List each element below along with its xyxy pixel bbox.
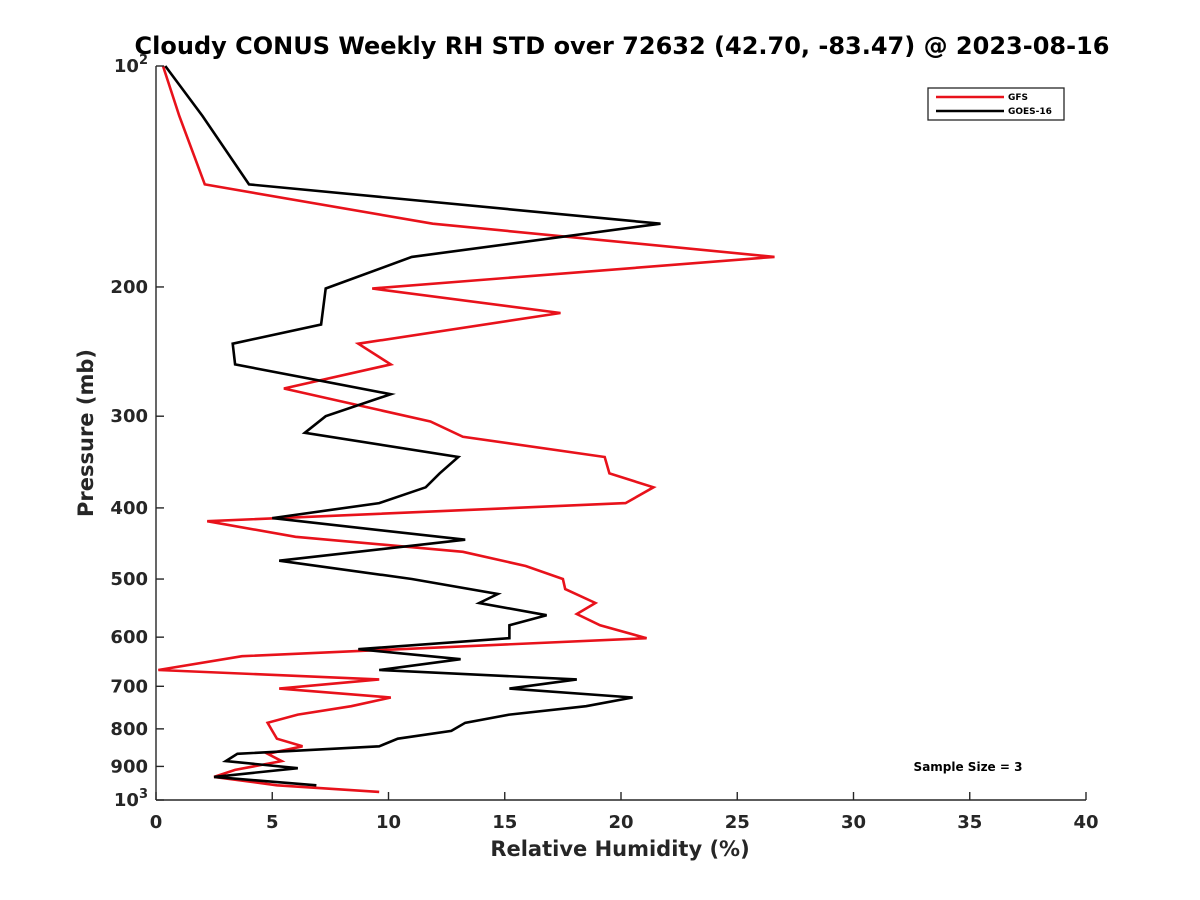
y-tick-label: 102 <box>114 53 148 77</box>
x-tick-label: 15 <box>492 812 517 833</box>
y-tick-label: 900 <box>110 756 148 777</box>
y-tick-label: 200 <box>110 277 148 298</box>
y-tick-label: 800 <box>110 719 148 740</box>
legend: GFS GOES-16 <box>927 87 1065 121</box>
x-tick-label: 5 <box>266 812 279 833</box>
y-tick-label: 600 <box>110 627 148 648</box>
x-tick-label: 10 <box>376 812 401 833</box>
y-axis-label: Pressure (mb) <box>74 349 98 517</box>
legend-label: GOES-16 <box>1008 107 1052 117</box>
y-tick-label: 700 <box>110 676 148 697</box>
y-tick-label: 500 <box>110 569 148 590</box>
y-tick-label: 103 <box>114 787 148 811</box>
plot-area: 0 5 10 15 20 25 30 35 40 102 200 300 400 500 600 700 800… <box>110 53 1098 833</box>
y-tick-label: 400 <box>110 498 148 519</box>
legend-label: GFS <box>1008 93 1028 103</box>
x-tick-label: 40 <box>1073 812 1098 833</box>
chart-title: Cloudy CONUS Weekly RH STD over 72632 (4… <box>135 32 1110 60</box>
x-axis-label: Relative Humidity (%) <box>490 837 749 861</box>
series-line-goes-16 <box>164 65 661 787</box>
legend-box <box>927 87 1065 121</box>
series-layer <box>158 65 775 794</box>
x-tick-label: 20 <box>608 812 633 833</box>
y-tick-label: 300 <box>110 406 148 427</box>
x-tick-label: 25 <box>725 812 750 833</box>
x-tick-label: 30 <box>841 812 866 833</box>
x-tick-label: 35 <box>957 812 982 833</box>
axes-layer: 0 5 10 15 20 25 30 35 40 102 200 300 400 500 600 700 800… <box>110 53 1098 833</box>
series-line-gfs <box>158 65 775 794</box>
x-tick-label: 0 <box>150 812 163 833</box>
sample-size-annotation: Sample Size = 3 <box>914 760 1023 774</box>
